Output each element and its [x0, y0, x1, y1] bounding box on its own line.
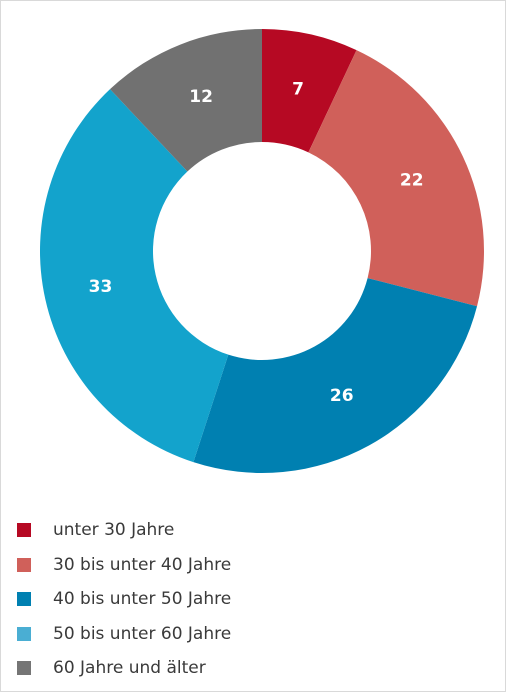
legend-item-60-plus: 60 Jahre und älter — [17, 651, 231, 686]
donut-slice-4 — [110, 29, 262, 172]
donut-chart: 7 22 26 33 12 — [39, 29, 484, 474]
slice-value-label: 12 — [189, 87, 213, 107]
legend-swatch — [17, 661, 31, 676]
legend-item-30-40: 30 bis unter 40 Jahre — [17, 548, 231, 583]
donut-slice-1 — [308, 50, 484, 307]
legend-label: 30 bis unter 40 Jahre — [53, 554, 232, 575]
donut-slice-0 — [262, 29, 357, 153]
legend-swatch — [17, 626, 31, 641]
legend-item-50-60: 50 bis unter 60 Jahre — [17, 617, 231, 652]
legend-label: 50 bis unter 60 Jahre — [53, 623, 232, 644]
legend-swatch — [17, 557, 31, 572]
legend-swatch — [17, 592, 31, 607]
chart-legend: unter 30 Jahre 30 bis unter 40 Jahre 40 … — [17, 513, 231, 686]
slice-value-label: 22 — [400, 171, 424, 191]
donut-slice-2 — [193, 278, 478, 474]
legend-label: 40 bis unter 50 Jahre — [53, 589, 232, 610]
legend-swatch — [17, 523, 31, 538]
legend-label: unter 30 Jahre — [53, 520, 175, 541]
donut-slice-3 — [39, 89, 229, 463]
legend-item-40-50: 40 bis unter 50 Jahre — [17, 582, 231, 617]
slice-value-label: 26 — [330, 386, 354, 406]
legend-item-unter-30: unter 30 Jahre — [17, 513, 231, 548]
slice-value-label: 7 — [292, 79, 304, 99]
slice-value-label: 33 — [89, 277, 113, 297]
legend-label: 60 Jahre und älter — [53, 658, 206, 679]
